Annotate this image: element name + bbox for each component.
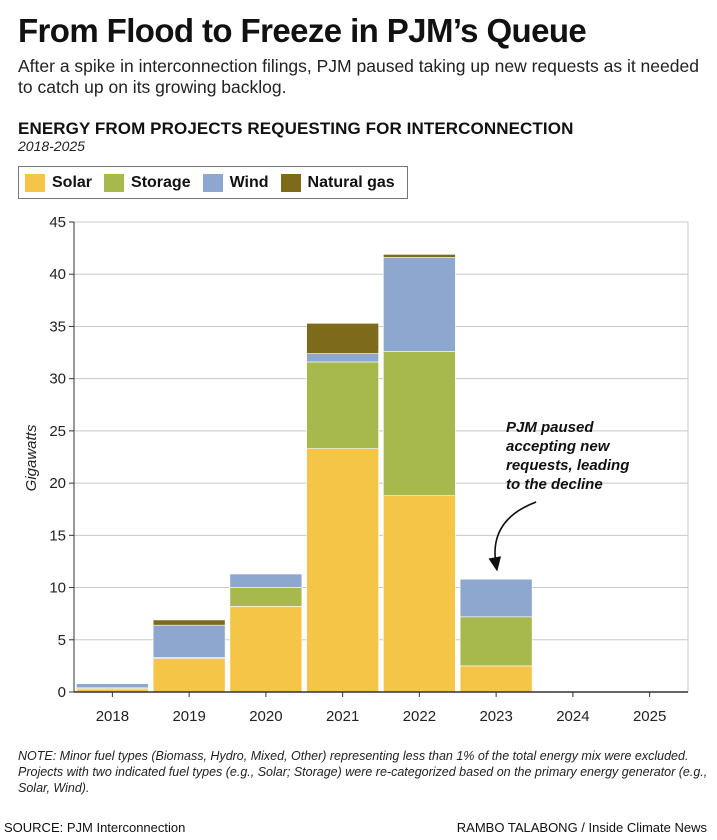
bar-2023-storage	[459, 616, 533, 667]
bar-2022-natural-gas	[383, 254, 456, 258]
x-tick-label-2023: 2023	[479, 708, 512, 725]
page-title: From Flood to Freeze in PJM’s Queue	[18, 12, 587, 49]
y-tick-label-25: 25	[49, 423, 66, 440]
annotation-line: PJM paused	[506, 419, 594, 436]
y-tick-label-30: 30	[49, 371, 66, 388]
legend-label-storage: Storage	[131, 173, 191, 191]
bar-2020-wind	[229, 573, 303, 588]
bar-2021-storage	[306, 361, 379, 449]
chart-title: ENERGY FROM PROJECTS REQUESTING FOR INTE…	[18, 119, 574, 138]
legend-label-wind: Wind	[229, 173, 269, 191]
legend-item-solar: Solar	[25, 173, 93, 192]
legend-item-natural-gas: Natural gas	[280, 173, 395, 192]
bar-2021-natural-gas	[306, 323, 379, 354]
annotation-arrow	[488, 501, 537, 572]
x-tick-label-2025: 2025	[633, 708, 666, 725]
bar-2021-solar	[306, 448, 379, 693]
y-tick-label-5: 5	[58, 632, 66, 649]
annotation-text: PJM paused accepting new requests, leading…	[506, 419, 629, 493]
annotation-line: accepting new	[506, 438, 611, 455]
x-tick-label-2022: 2022	[403, 708, 436, 725]
bar-2019-solar	[152, 658, 226, 693]
bar-2022-wind	[383, 257, 456, 352]
bar-2020-storage	[229, 587, 303, 607]
bar-2022-storage	[383, 351, 456, 496]
legend-swatch-natural-gas	[280, 173, 301, 192]
bar-2018-wind	[76, 683, 149, 689]
y-tick-label-10: 10	[49, 580, 66, 597]
chart-legend: Solar Storage Wind Natural gas	[18, 166, 408, 199]
x-tick-label-2019: 2019	[172, 708, 205, 725]
y-tick-label-35: 35	[49, 318, 66, 335]
legend-swatch-storage	[104, 173, 125, 192]
x-tick-label-2024: 2024	[556, 708, 589, 725]
y-tick-label-40: 40	[49, 266, 66, 283]
legend-label-natural-gas: Natural gas	[307, 173, 395, 191]
y-tick-label-0: 0	[58, 684, 66, 701]
page-subtitle: After a spike in interconnection filings…	[18, 56, 699, 97]
legend-swatch-solar	[25, 173, 45, 192]
y-tick-label-20: 20	[49, 475, 66, 492]
chart-annotation: PJM paused accepting new requests, leading…	[488, 419, 629, 572]
y-tick-label-45: 45	[49, 214, 66, 231]
legend-item-wind: Wind	[202, 173, 269, 192]
chart-subtitle: 2018-2025	[18, 138, 85, 154]
y-axis-label: Gigawatts	[23, 424, 40, 491]
legend-label-solar: Solar	[52, 173, 93, 191]
source-credit: SOURCE: PJM Interconnection	[4, 820, 186, 835]
x-tick-label-2018: 2018	[96, 708, 129, 725]
bar-2022-solar	[383, 495, 456, 693]
bar-group	[76, 254, 533, 693]
footnote: NOTE: Minor fuel types (Biomass, Hydro, …	[18, 749, 708, 795]
author-credit: RAMBO TALABONG / Inside Climate News	[456, 820, 707, 835]
x-tick-label-2021: 2021	[326, 708, 359, 725]
y-tick-label-15: 15	[49, 527, 66, 544]
bar-2021-wind	[306, 353, 379, 363]
bar-2020-solar	[229, 606, 303, 693]
annotation-line: requests, leading	[506, 457, 629, 474]
legend-swatch-wind	[202, 173, 223, 192]
bar-2023-wind	[459, 578, 533, 618]
legend-item-storage: Storage	[104, 173, 191, 192]
annotation-line: to the decline	[506, 476, 603, 493]
bar-2023-solar	[459, 665, 533, 693]
bar-2019-natural-gas	[152, 619, 226, 626]
bar-2019-wind	[152, 624, 226, 658]
x-tick-label-2020: 2020	[249, 708, 282, 725]
